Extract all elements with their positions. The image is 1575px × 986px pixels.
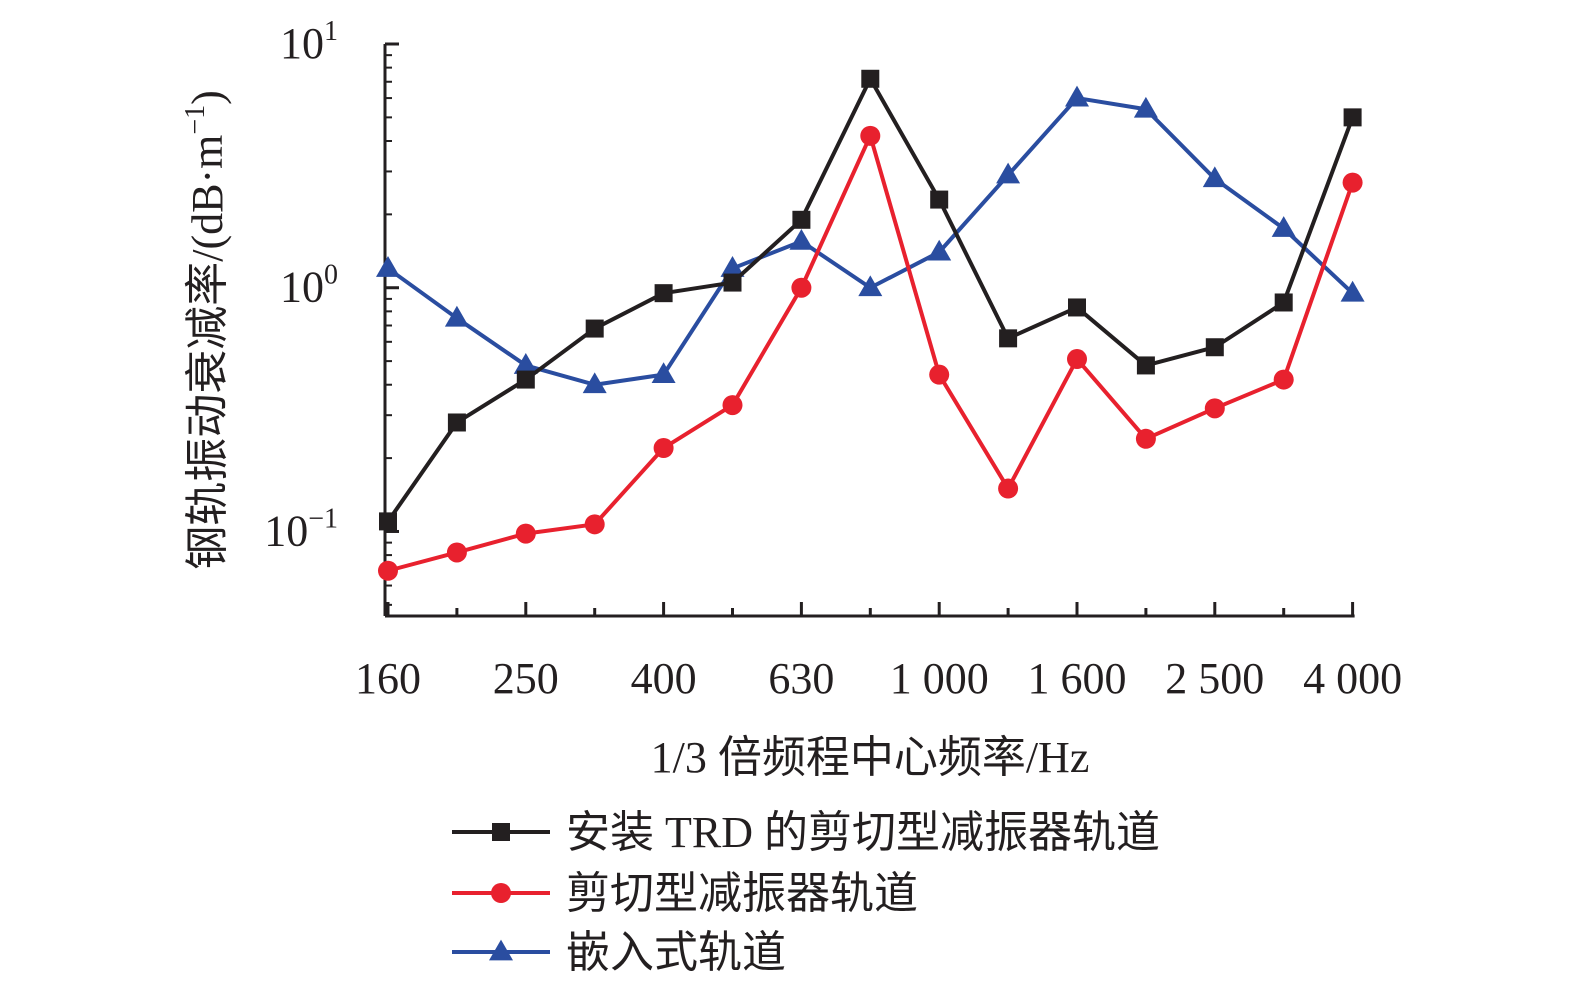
data-point <box>861 69 880 88</box>
data-point <box>378 560 398 581</box>
x-tick-label: 400 <box>631 654 697 703</box>
data-point <box>653 438 674 459</box>
data-point <box>1273 369 1294 390</box>
axes: 101 100 10−1 160 250 400 630 1 000 1 600 2 500 4 0… <box>180 16 1402 782</box>
data-point <box>1342 172 1363 193</box>
data-point <box>860 125 881 146</box>
data-point <box>1271 216 1296 237</box>
series-layer <box>376 69 1365 581</box>
data-point <box>447 413 466 432</box>
data-point <box>516 370 535 389</box>
y-tick-label: 101 <box>280 16 338 68</box>
data-point <box>1136 356 1155 375</box>
series-triangle <box>376 85 1365 394</box>
data-point <box>1340 280 1365 302</box>
data-point <box>1202 166 1227 188</box>
x-tick-label: 1 600 <box>1028 654 1127 703</box>
x-tick-label: 160 <box>355 654 421 703</box>
data-point <box>792 210 811 229</box>
data-point <box>1135 428 1156 449</box>
legend-label: 嵌入式轨道 <box>566 928 786 977</box>
data-point <box>654 284 673 303</box>
series-circle <box>378 125 1363 581</box>
data-point <box>379 512 397 531</box>
x-axis-title: 1/3 倍频程中心频率/Hz <box>651 733 1090 782</box>
data-point <box>1205 338 1224 357</box>
data-point <box>1133 96 1158 118</box>
data-point <box>584 514 605 535</box>
data-point <box>444 305 469 327</box>
series-square <box>379 69 1362 531</box>
data-point <box>723 273 742 292</box>
data-point <box>582 372 607 394</box>
legend-marker <box>492 823 510 841</box>
data-point <box>1065 85 1089 107</box>
y-tick-label: 100 <box>280 260 338 312</box>
data-point <box>1274 293 1293 312</box>
legend-marker <box>489 939 513 961</box>
data-point <box>513 353 538 374</box>
data-point <box>930 190 949 209</box>
data-point <box>998 478 1019 499</box>
data-point <box>1068 298 1086 317</box>
legend-label: 安装 TRD 的剪切型减振器轨道 <box>566 808 1160 857</box>
legend-label: 剪切型减振器轨道 <box>566 869 918 918</box>
x-tick-label: 2 500 <box>1165 654 1264 703</box>
legend-marker <box>491 883 511 903</box>
data-point <box>376 256 400 277</box>
data-point <box>929 364 950 385</box>
data-point <box>651 362 676 384</box>
data-point <box>1204 398 1225 419</box>
x-tick-label: 4 000 <box>1303 654 1402 703</box>
data-point <box>722 395 743 416</box>
data-point <box>999 329 1018 348</box>
data-point <box>446 542 467 563</box>
data-point <box>858 275 883 297</box>
data-point <box>720 256 745 277</box>
y-axis-title: 钢轨振动衰减率/(dB·m−1) <box>180 90 232 570</box>
data-point <box>1343 108 1362 127</box>
data-point <box>996 162 1021 184</box>
data-point <box>789 228 814 250</box>
x-tick-label: 630 <box>768 654 834 703</box>
data-point <box>791 277 812 298</box>
x-tick-label: 1 000 <box>890 654 989 703</box>
y-tick-label: 10−1 <box>264 503 338 555</box>
x-tick-label: 250 <box>493 654 559 703</box>
data-point <box>515 523 536 544</box>
data-point <box>927 239 952 261</box>
data-point <box>1067 349 1087 370</box>
data-point <box>585 319 604 338</box>
